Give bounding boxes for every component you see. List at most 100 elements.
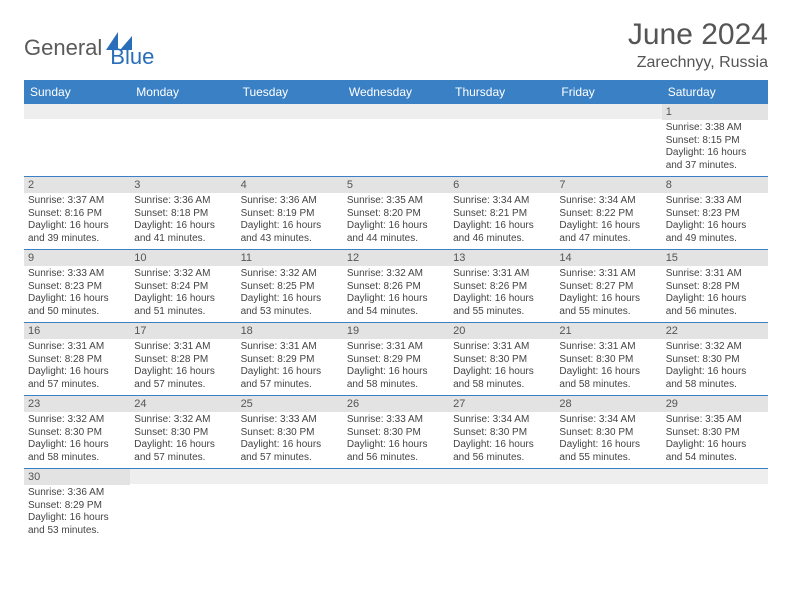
day-details: Sunrise: 3:32 AMSunset: 8:30 PMDaylight:…: [24, 412, 130, 468]
sunset-text: Sunset: 8:30 PM: [453, 354, 551, 367]
calendar-day-cell: [130, 104, 236, 177]
day-details: Sunrise: 3:33 AMSunset: 8:30 PMDaylight:…: [343, 412, 449, 468]
daylight-text: Daylight: 16 hours and 58 minutes.: [347, 366, 445, 391]
calendar-day-cell: 26Sunrise: 3:33 AMSunset: 8:30 PMDayligh…: [343, 396, 449, 469]
weekday-header: Friday: [555, 80, 661, 104]
calendar-day-cell: 1Sunrise: 3:38 AMSunset: 8:15 PMDaylight…: [662, 104, 768, 177]
sunset-text: Sunset: 8:28 PM: [28, 354, 126, 367]
daylight-text: Daylight: 16 hours and 57 minutes.: [28, 366, 126, 391]
day-number: 24: [130, 396, 236, 412]
sunset-text: Sunset: 8:24 PM: [134, 281, 232, 294]
daylight-text: Daylight: 16 hours and 58 minutes.: [559, 366, 657, 391]
sunset-text: Sunset: 8:26 PM: [347, 281, 445, 294]
calendar-day-cell: 25Sunrise: 3:33 AMSunset: 8:30 PMDayligh…: [237, 396, 343, 469]
calendar-day-cell: [237, 469, 343, 542]
calendar-day-cell: [237, 104, 343, 177]
day-details: Sunrise: 3:31 AMSunset: 8:27 PMDaylight:…: [555, 266, 661, 322]
day-details: Sunrise: 3:38 AMSunset: 8:15 PMDaylight:…: [662, 120, 768, 176]
calendar-day-cell: 15Sunrise: 3:31 AMSunset: 8:28 PMDayligh…: [662, 250, 768, 323]
calendar-day-cell: [662, 469, 768, 542]
sunrise-text: Sunrise: 3:32 AM: [134, 414, 232, 427]
day-number: [555, 469, 661, 484]
day-number: 7: [555, 177, 661, 193]
day-details: Sunrise: 3:33 AMSunset: 8:23 PMDaylight:…: [662, 193, 768, 249]
sunrise-text: Sunrise: 3:36 AM: [134, 195, 232, 208]
day-number: 13: [449, 250, 555, 266]
sunrise-text: Sunrise: 3:34 AM: [559, 195, 657, 208]
day-details: Sunrise: 3:33 AMSunset: 8:30 PMDaylight:…: [237, 412, 343, 468]
sunrise-text: Sunrise: 3:32 AM: [666, 341, 764, 354]
calendar-day-cell: 22Sunrise: 3:32 AMSunset: 8:30 PMDayligh…: [662, 323, 768, 396]
day-details: Sunrise: 3:36 AMSunset: 8:19 PMDaylight:…: [237, 193, 343, 249]
day-number: 1: [662, 104, 768, 120]
day-details: Sunrise: 3:32 AMSunset: 8:24 PMDaylight:…: [130, 266, 236, 322]
daylight-text: Daylight: 16 hours and 54 minutes.: [666, 439, 764, 464]
sunset-text: Sunset: 8:30 PM: [666, 354, 764, 367]
calendar-day-cell: 18Sunrise: 3:31 AMSunset: 8:29 PMDayligh…: [237, 323, 343, 396]
day-number: 28: [555, 396, 661, 412]
day-number: 15: [662, 250, 768, 266]
calendar-day-cell: 13Sunrise: 3:31 AMSunset: 8:26 PMDayligh…: [449, 250, 555, 323]
calendar-day-cell: 29Sunrise: 3:35 AMSunset: 8:30 PMDayligh…: [662, 396, 768, 469]
sunrise-text: Sunrise: 3:31 AM: [134, 341, 232, 354]
daylight-text: Daylight: 16 hours and 39 minutes.: [28, 220, 126, 245]
weekday-header: Tuesday: [237, 80, 343, 104]
sunrise-text: Sunrise: 3:32 AM: [241, 268, 339, 281]
page-header: General Blue June 2024 Zarechnyy, Russia: [24, 18, 768, 72]
daylight-text: Daylight: 16 hours and 50 minutes.: [28, 293, 126, 318]
calendar-day-cell: 7Sunrise: 3:34 AMSunset: 8:22 PMDaylight…: [555, 177, 661, 250]
day-number: 30: [24, 469, 130, 485]
sunrise-text: Sunrise: 3:33 AM: [666, 195, 764, 208]
calendar-day-cell: [130, 469, 236, 542]
logo: General Blue: [24, 26, 154, 70]
daylight-text: Daylight: 16 hours and 49 minutes.: [666, 220, 764, 245]
calendar-day-cell: 6Sunrise: 3:34 AMSunset: 8:21 PMDaylight…: [449, 177, 555, 250]
day-number: 26: [343, 396, 449, 412]
day-details: Sunrise: 3:31 AMSunset: 8:28 PMDaylight:…: [130, 339, 236, 395]
day-details: Sunrise: 3:32 AMSunset: 8:30 PMDaylight:…: [130, 412, 236, 468]
day-number: 5: [343, 177, 449, 193]
day-number: [130, 469, 236, 484]
calendar-day-cell: 20Sunrise: 3:31 AMSunset: 8:30 PMDayligh…: [449, 323, 555, 396]
calendar-week-row: 9Sunrise: 3:33 AMSunset: 8:23 PMDaylight…: [24, 250, 768, 323]
calendar-week-row: 23Sunrise: 3:32 AMSunset: 8:30 PMDayligh…: [24, 396, 768, 469]
sunrise-text: Sunrise: 3:31 AM: [666, 268, 764, 281]
daylight-text: Daylight: 16 hours and 54 minutes.: [347, 293, 445, 318]
calendar-day-cell: 14Sunrise: 3:31 AMSunset: 8:27 PMDayligh…: [555, 250, 661, 323]
day-number: 29: [662, 396, 768, 412]
sunset-text: Sunset: 8:25 PM: [241, 281, 339, 294]
sunset-text: Sunset: 8:23 PM: [666, 208, 764, 221]
day-number: 3: [130, 177, 236, 193]
weekday-header: Wednesday: [343, 80, 449, 104]
daylight-text: Daylight: 16 hours and 58 minutes.: [666, 366, 764, 391]
sunrise-text: Sunrise: 3:31 AM: [559, 341, 657, 354]
sunrise-text: Sunrise: 3:32 AM: [28, 414, 126, 427]
day-number: 19: [343, 323, 449, 339]
location-label: Zarechnyy, Russia: [628, 54, 768, 72]
calendar-day-cell: 27Sunrise: 3:34 AMSunset: 8:30 PMDayligh…: [449, 396, 555, 469]
calendar-day-cell: 4Sunrise: 3:36 AMSunset: 8:19 PMDaylight…: [237, 177, 343, 250]
calendar-day-cell: [555, 469, 661, 542]
day-number: [662, 469, 768, 484]
day-number: 23: [24, 396, 130, 412]
sunrise-text: Sunrise: 3:33 AM: [241, 414, 339, 427]
daylight-text: Daylight: 16 hours and 53 minutes.: [28, 512, 126, 537]
sunrise-text: Sunrise: 3:36 AM: [28, 487, 126, 500]
calendar-day-cell: 17Sunrise: 3:31 AMSunset: 8:28 PMDayligh…: [130, 323, 236, 396]
title-block: June 2024 Zarechnyy, Russia: [628, 18, 768, 72]
sunrise-text: Sunrise: 3:32 AM: [347, 268, 445, 281]
daylight-text: Daylight: 16 hours and 46 minutes.: [453, 220, 551, 245]
sunset-text: Sunset: 8:20 PM: [347, 208, 445, 221]
calendar-day-cell: [343, 104, 449, 177]
day-details: Sunrise: 3:37 AMSunset: 8:16 PMDaylight:…: [24, 193, 130, 249]
day-details: Sunrise: 3:34 AMSunset: 8:30 PMDaylight:…: [555, 412, 661, 468]
day-details: Sunrise: 3:33 AMSunset: 8:23 PMDaylight:…: [24, 266, 130, 322]
day-details: Sunrise: 3:35 AMSunset: 8:30 PMDaylight:…: [662, 412, 768, 468]
calendar-day-cell: 9Sunrise: 3:33 AMSunset: 8:23 PMDaylight…: [24, 250, 130, 323]
day-details: Sunrise: 3:31 AMSunset: 8:28 PMDaylight:…: [662, 266, 768, 322]
sunrise-text: Sunrise: 3:33 AM: [347, 414, 445, 427]
calendar-day-cell: [24, 104, 130, 177]
daylight-text: Daylight: 16 hours and 57 minutes.: [134, 439, 232, 464]
sunset-text: Sunset: 8:30 PM: [453, 427, 551, 440]
sunset-text: Sunset: 8:22 PM: [559, 208, 657, 221]
